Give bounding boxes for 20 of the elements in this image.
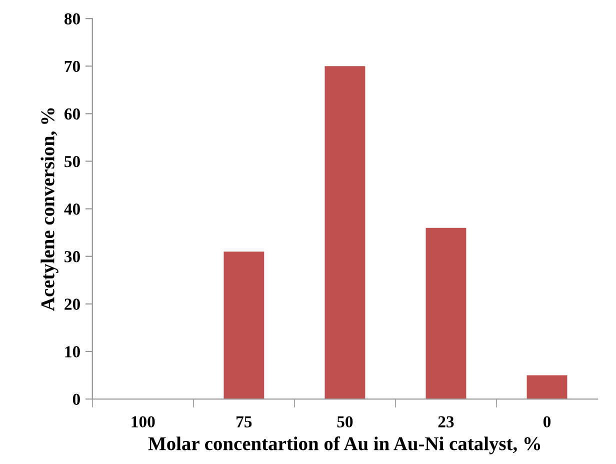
x-tick-label: 75 xyxy=(236,416,252,428)
y-tick-label: 40 xyxy=(64,204,80,215)
bar xyxy=(324,66,366,400)
bar xyxy=(526,375,568,400)
x-axis-title: Molar concentartion of Au in Au-Ni catalyst, % xyxy=(148,436,540,454)
y-tick-label: 80 xyxy=(64,13,80,25)
y-tick-label: 10 xyxy=(65,346,80,358)
x-tick-label: 23 xyxy=(438,416,454,428)
y-axis-title: Acetylene conversion, % xyxy=(40,108,58,311)
x-tick-label: 50 xyxy=(337,416,353,428)
x-tick-label: 0 xyxy=(543,416,551,428)
y-tick-label: 20 xyxy=(64,298,80,310)
bar xyxy=(426,228,466,400)
y-tick-label: 50 xyxy=(64,156,80,168)
y-tick-label: 70 xyxy=(64,60,80,72)
bar xyxy=(224,252,264,400)
y-tick-label: 60 xyxy=(64,108,80,120)
y-tick-label: 30 xyxy=(64,251,80,262)
y-tick-label: 0 xyxy=(72,394,80,405)
x-tick-label: 100 xyxy=(132,416,155,428)
